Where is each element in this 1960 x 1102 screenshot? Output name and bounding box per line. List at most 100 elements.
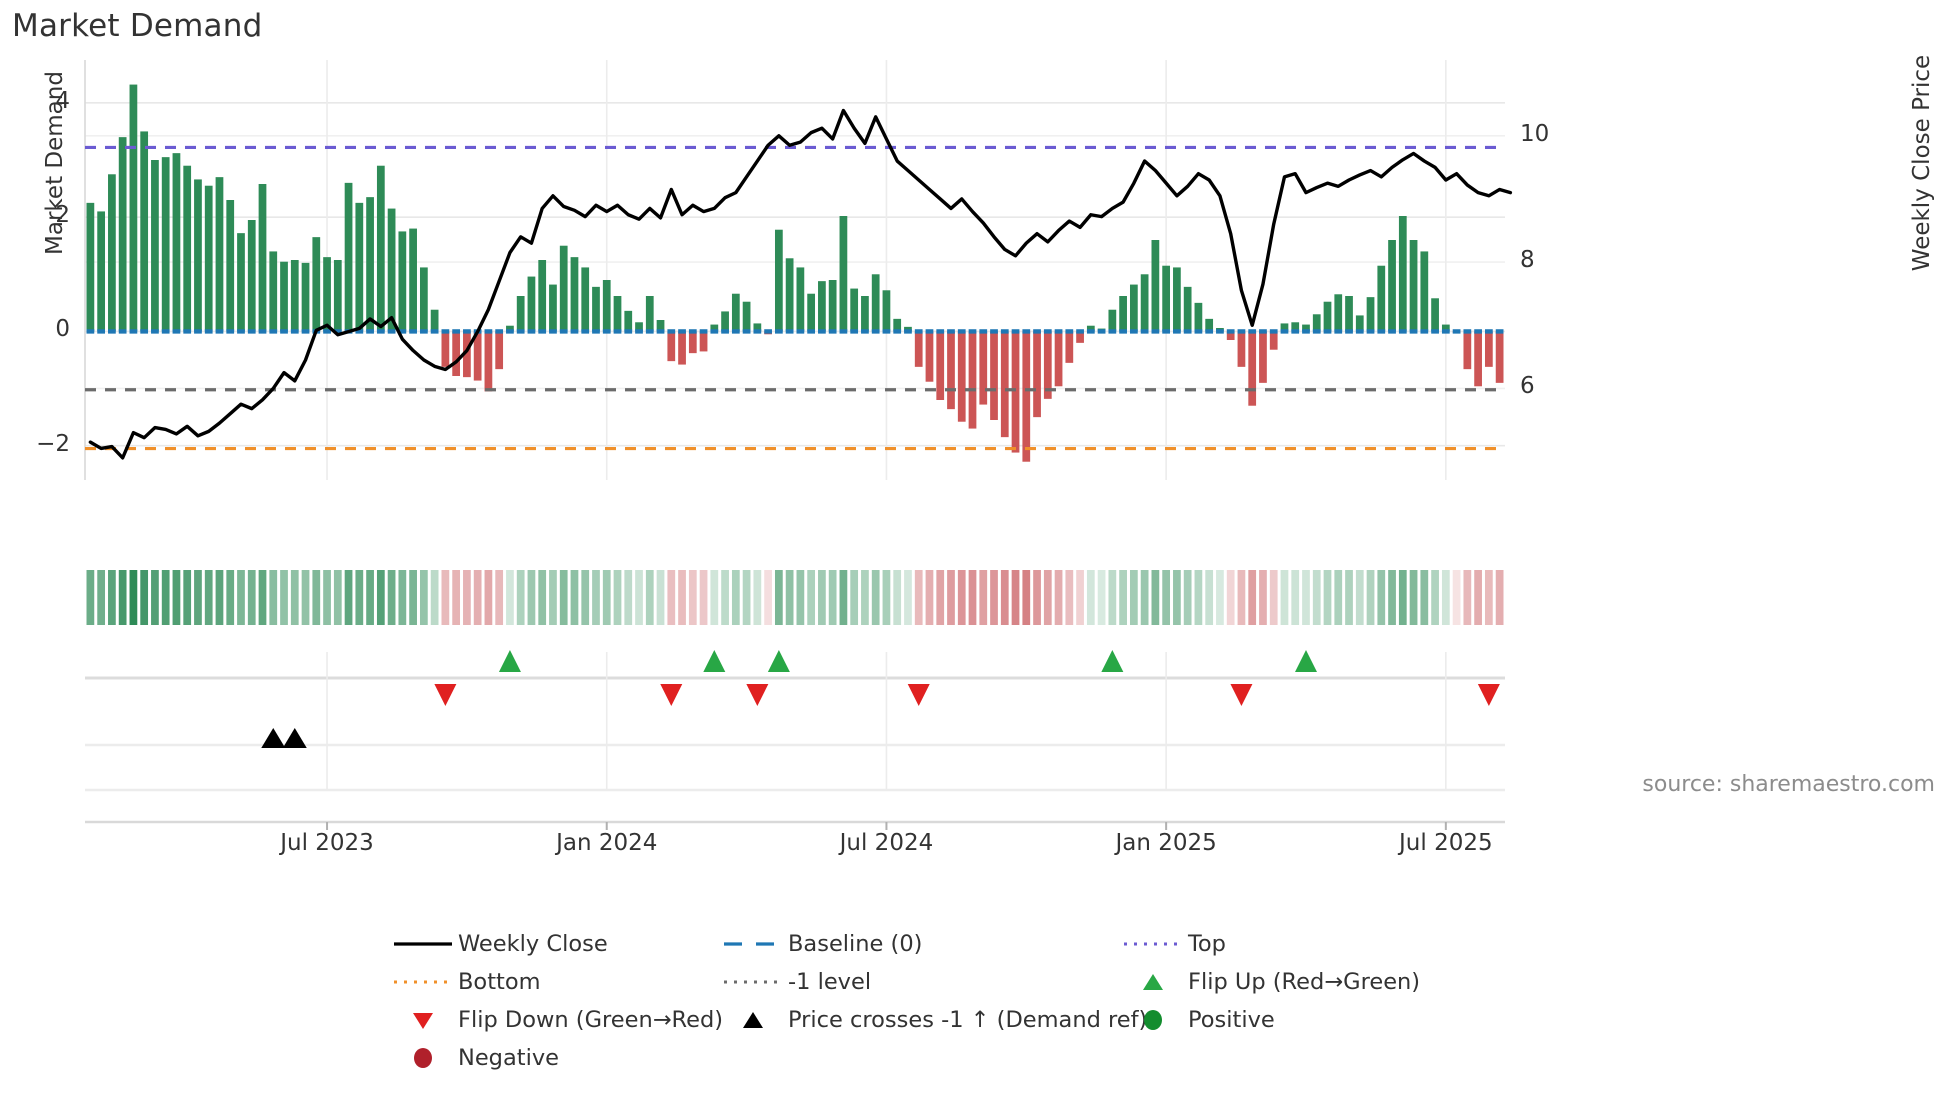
flip-up-marker[interactable]: [498, 650, 521, 672]
demand-bar: [645, 296, 654, 332]
demand-bar: [463, 331, 471, 378]
flip-down-marker[interactable]: [1477, 684, 1500, 706]
demand-bar: [796, 267, 805, 332]
demand-bar: [1302, 324, 1310, 332]
legend-label: Baseline (0): [788, 931, 923, 957]
heatmap-cell: [667, 570, 676, 625]
demand-bar: [1366, 297, 1375, 332]
baseline-marker: [828, 329, 837, 334]
baseline-marker: [1312, 329, 1321, 334]
flip-down-marker[interactable]: [434, 684, 457, 706]
heatmap-cell: [1484, 570, 1493, 625]
heatmap-cell: [1065, 570, 1074, 625]
baseline-marker: [1334, 329, 1343, 334]
baseline-marker: [1065, 329, 1074, 334]
legend-item-flip-down[interactable]: Flip Down (Green→Red): [390, 1001, 723, 1039]
baseline-marker: [1441, 329, 1450, 334]
baseline-marker: [398, 329, 407, 334]
demand-bar: [624, 310, 633, 332]
flip-up-marker[interactable]: [703, 650, 726, 672]
flip-up-marker[interactable]: [1294, 650, 1317, 672]
heatmap-cell: [333, 570, 342, 625]
baseline-marker: [1076, 329, 1084, 334]
price-cross-marker[interactable]: [282, 728, 307, 748]
heatmap-cell: [1140, 570, 1149, 625]
baseline-marker: [1043, 329, 1052, 334]
demand-bar: [990, 331, 998, 420]
flip-up-marker[interactable]: [767, 650, 790, 672]
legend-label: Positive: [1188, 1007, 1275, 1033]
heatmap-cell: [979, 570, 988, 625]
heatmap-cell: [108, 570, 116, 625]
demand-bar: [1420, 251, 1429, 332]
heatmap-cell: [1022, 570, 1031, 625]
heatmap-cell: [699, 570, 708, 625]
demand-bar: [1495, 331, 1504, 383]
demand-bar: [656, 320, 665, 332]
heatmap-cell: [1334, 570, 1343, 625]
baseline-marker: [1280, 329, 1289, 334]
legend-label: Flip Up (Red→Green): [1188, 969, 1421, 995]
baseline-marker: [441, 329, 450, 334]
demand-bar: [688, 331, 697, 354]
legend-item-minus-one-level[interactable]: -1 level: [720, 963, 1120, 1001]
demand-bar: [979, 331, 988, 405]
demand-bar: [194, 179, 202, 332]
demand-bar: [1377, 265, 1386, 332]
demand-bar: [376, 165, 385, 332]
heatmap-cell: [1162, 570, 1171, 625]
legend-item-weekly-close[interactable]: Weekly Close: [390, 925, 720, 963]
heatmap-cell: [387, 570, 396, 625]
legend-item-top[interactable]: Top: [1120, 925, 1540, 963]
heatmap-cell: [527, 570, 536, 625]
demand-bar: [678, 331, 686, 365]
demand-bar: [1000, 331, 1009, 438]
flip-down-marker[interactable]: [746, 684, 769, 706]
heatmap-cell: [1129, 570, 1138, 625]
baseline-marker: [140, 329, 149, 334]
heatmap-cell: [290, 570, 299, 625]
heatmap-cell: [1000, 570, 1009, 625]
demand-bar: [140, 131, 149, 332]
baseline-marker: [688, 329, 697, 334]
legend-item-bottom[interactable]: Bottom: [390, 963, 720, 1001]
legend-item-price-cross[interactable]: Price crosses -1 ↑ (Demand ref): [720, 1001, 1147, 1039]
demand-bar: [312, 237, 321, 332]
demand-bar: [538, 260, 547, 332]
demand-bar: [247, 220, 256, 332]
baseline-marker: [731, 329, 740, 334]
baseline-marker: [818, 329, 826, 334]
demand-bar: [1011, 331, 1020, 453]
demand-bar: [1291, 322, 1300, 332]
demand-bar: [344, 182, 353, 332]
demand-bar: [473, 331, 482, 381]
flip-down-marker[interactable]: [660, 684, 683, 706]
demand-bar: [161, 157, 170, 332]
baseline-marker: [1248, 329, 1257, 334]
baseline-marker: [1259, 329, 1267, 334]
flip-up-marker[interactable]: [1101, 650, 1124, 672]
legend-item-baseline[interactable]: Baseline (0): [720, 925, 1120, 963]
legend-item-positive[interactable]: Positive: [1120, 1001, 1540, 1039]
heatmap-cell: [258, 570, 267, 625]
y-axis-tick-label: 0: [55, 316, 70, 343]
x-axis-tick-label: Jan 2024: [556, 830, 658, 856]
legend-label: Bottom: [458, 969, 541, 995]
baseline-marker: [796, 329, 805, 334]
flip-down-marker[interactable]: [1230, 684, 1253, 706]
heatmap-cell: [785, 570, 794, 625]
demand-bar: [850, 288, 859, 332]
flip-down-marker[interactable]: [907, 684, 930, 706]
legend-item-flip-up[interactable]: Flip Up (Red→Green): [1120, 963, 1540, 1001]
heatmap-cell: [602, 570, 611, 625]
triangle-down-icon: [390, 1008, 458, 1032]
demand-bar: [506, 325, 514, 332]
baseline-marker: [151, 329, 159, 334]
demand-bar: [914, 331, 923, 367]
price-cross-marker[interactable]: [261, 728, 286, 748]
heatmap-cell: [97, 570, 106, 625]
baseline-marker: [226, 329, 235, 334]
legend-item-negative[interactable]: Negative: [390, 1039, 720, 1077]
baseline-marker: [645, 329, 654, 334]
